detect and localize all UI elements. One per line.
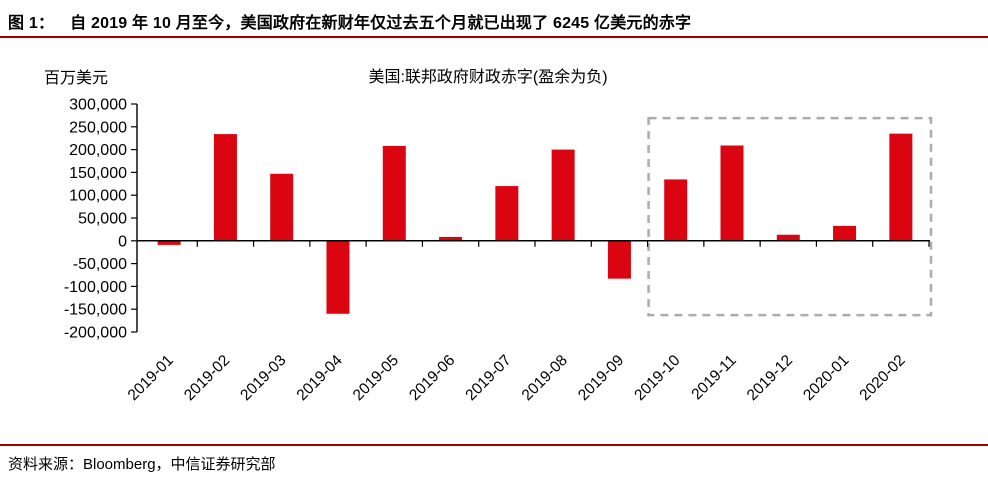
bar-2019-05	[382, 145, 406, 241]
bar-2019-03	[270, 173, 294, 241]
x-tick-label-2019-01: 2019-01	[125, 352, 177, 404]
bar-2019-01	[157, 240, 181, 245]
x-tick-label-2019-07: 2019-07	[462, 352, 514, 404]
x-tick-label-2019-02: 2019-02	[181, 352, 233, 404]
footer-rule	[0, 444, 988, 446]
x-tick-label-2019-11: 2019-11	[688, 352, 739, 403]
y-tick-label: -200,000	[64, 325, 127, 342]
x-tick-label-2019-06: 2019-06	[406, 352, 458, 404]
x-tick-label-2020-01: 2020-01	[800, 352, 852, 404]
y-tick-label: 200,000	[69, 142, 127, 159]
source-note: 资料来源：Bloomberg，中信证券研究部	[8, 456, 276, 473]
bar-2019-10	[664, 179, 688, 241]
y-tick-label: -50,000	[73, 256, 127, 273]
y-tick-label: 250,000	[69, 119, 127, 136]
x-tick-label-2019-04: 2019-04	[294, 352, 347, 405]
y-tick-label: 300,000	[69, 97, 127, 114]
y-tick-label: 0	[118, 233, 127, 250]
x-tick-label-2019-08: 2019-08	[519, 352, 571, 404]
y-axis-unit-label: 百万美元	[44, 70, 109, 87]
bar-chart: 300,000 250,000 200,000 150,000 100,000 50,00…	[64, 97, 933, 405]
bar-2019-07	[495, 186, 519, 241]
y-tick-label: 150,000	[69, 165, 127, 182]
x-tick-label-2019-10: 2019-10	[631, 352, 684, 405]
highlight-box-fy2020	[647, 116, 933, 317]
y-tick-label: -100,000	[64, 279, 127, 296]
chart-title: 美国:联邦政府财政赤字(盈余为负)	[368, 69, 608, 86]
x-tick-label-2019-03: 2019-03	[237, 352, 289, 404]
bar-2019-09	[607, 240, 631, 279]
x-tick-label-2019-12: 2019-12	[744, 352, 796, 404]
figure-number-label: 图 1：	[8, 15, 55, 32]
x-tick-label-2020-02: 2020-02	[856, 352, 908, 404]
bar-2020-01	[833, 225, 857, 241]
y-tick-label: -150,000	[64, 302, 127, 319]
bar-2019-06	[439, 236, 463, 241]
x-tick-label-2019-05: 2019-05	[350, 352, 402, 404]
bar-2019-02	[213, 134, 237, 241]
bar-2019-04	[326, 240, 350, 314]
bar-2019-12	[776, 234, 800, 241]
figure-title: 自 2019 年 10 月至今，美国政府在新财年仅过去五个月就已出现了 6245…	[70, 15, 692, 32]
y-tick-label: 100,000	[69, 188, 127, 205]
header-rule	[0, 36, 988, 38]
bar-2019-08	[551, 149, 575, 241]
y-tick-label: 50,000	[78, 211, 127, 228]
figure-header: 图 1： 自 2019 年 10 月至今，美国政府在新财年仅过去五个月就已出现了 …	[8, 9, 691, 33]
x-tick-label-2019-09: 2019-09	[575, 352, 627, 404]
bar-2020-02	[889, 133, 913, 241]
bar-2019-11	[720, 145, 744, 241]
